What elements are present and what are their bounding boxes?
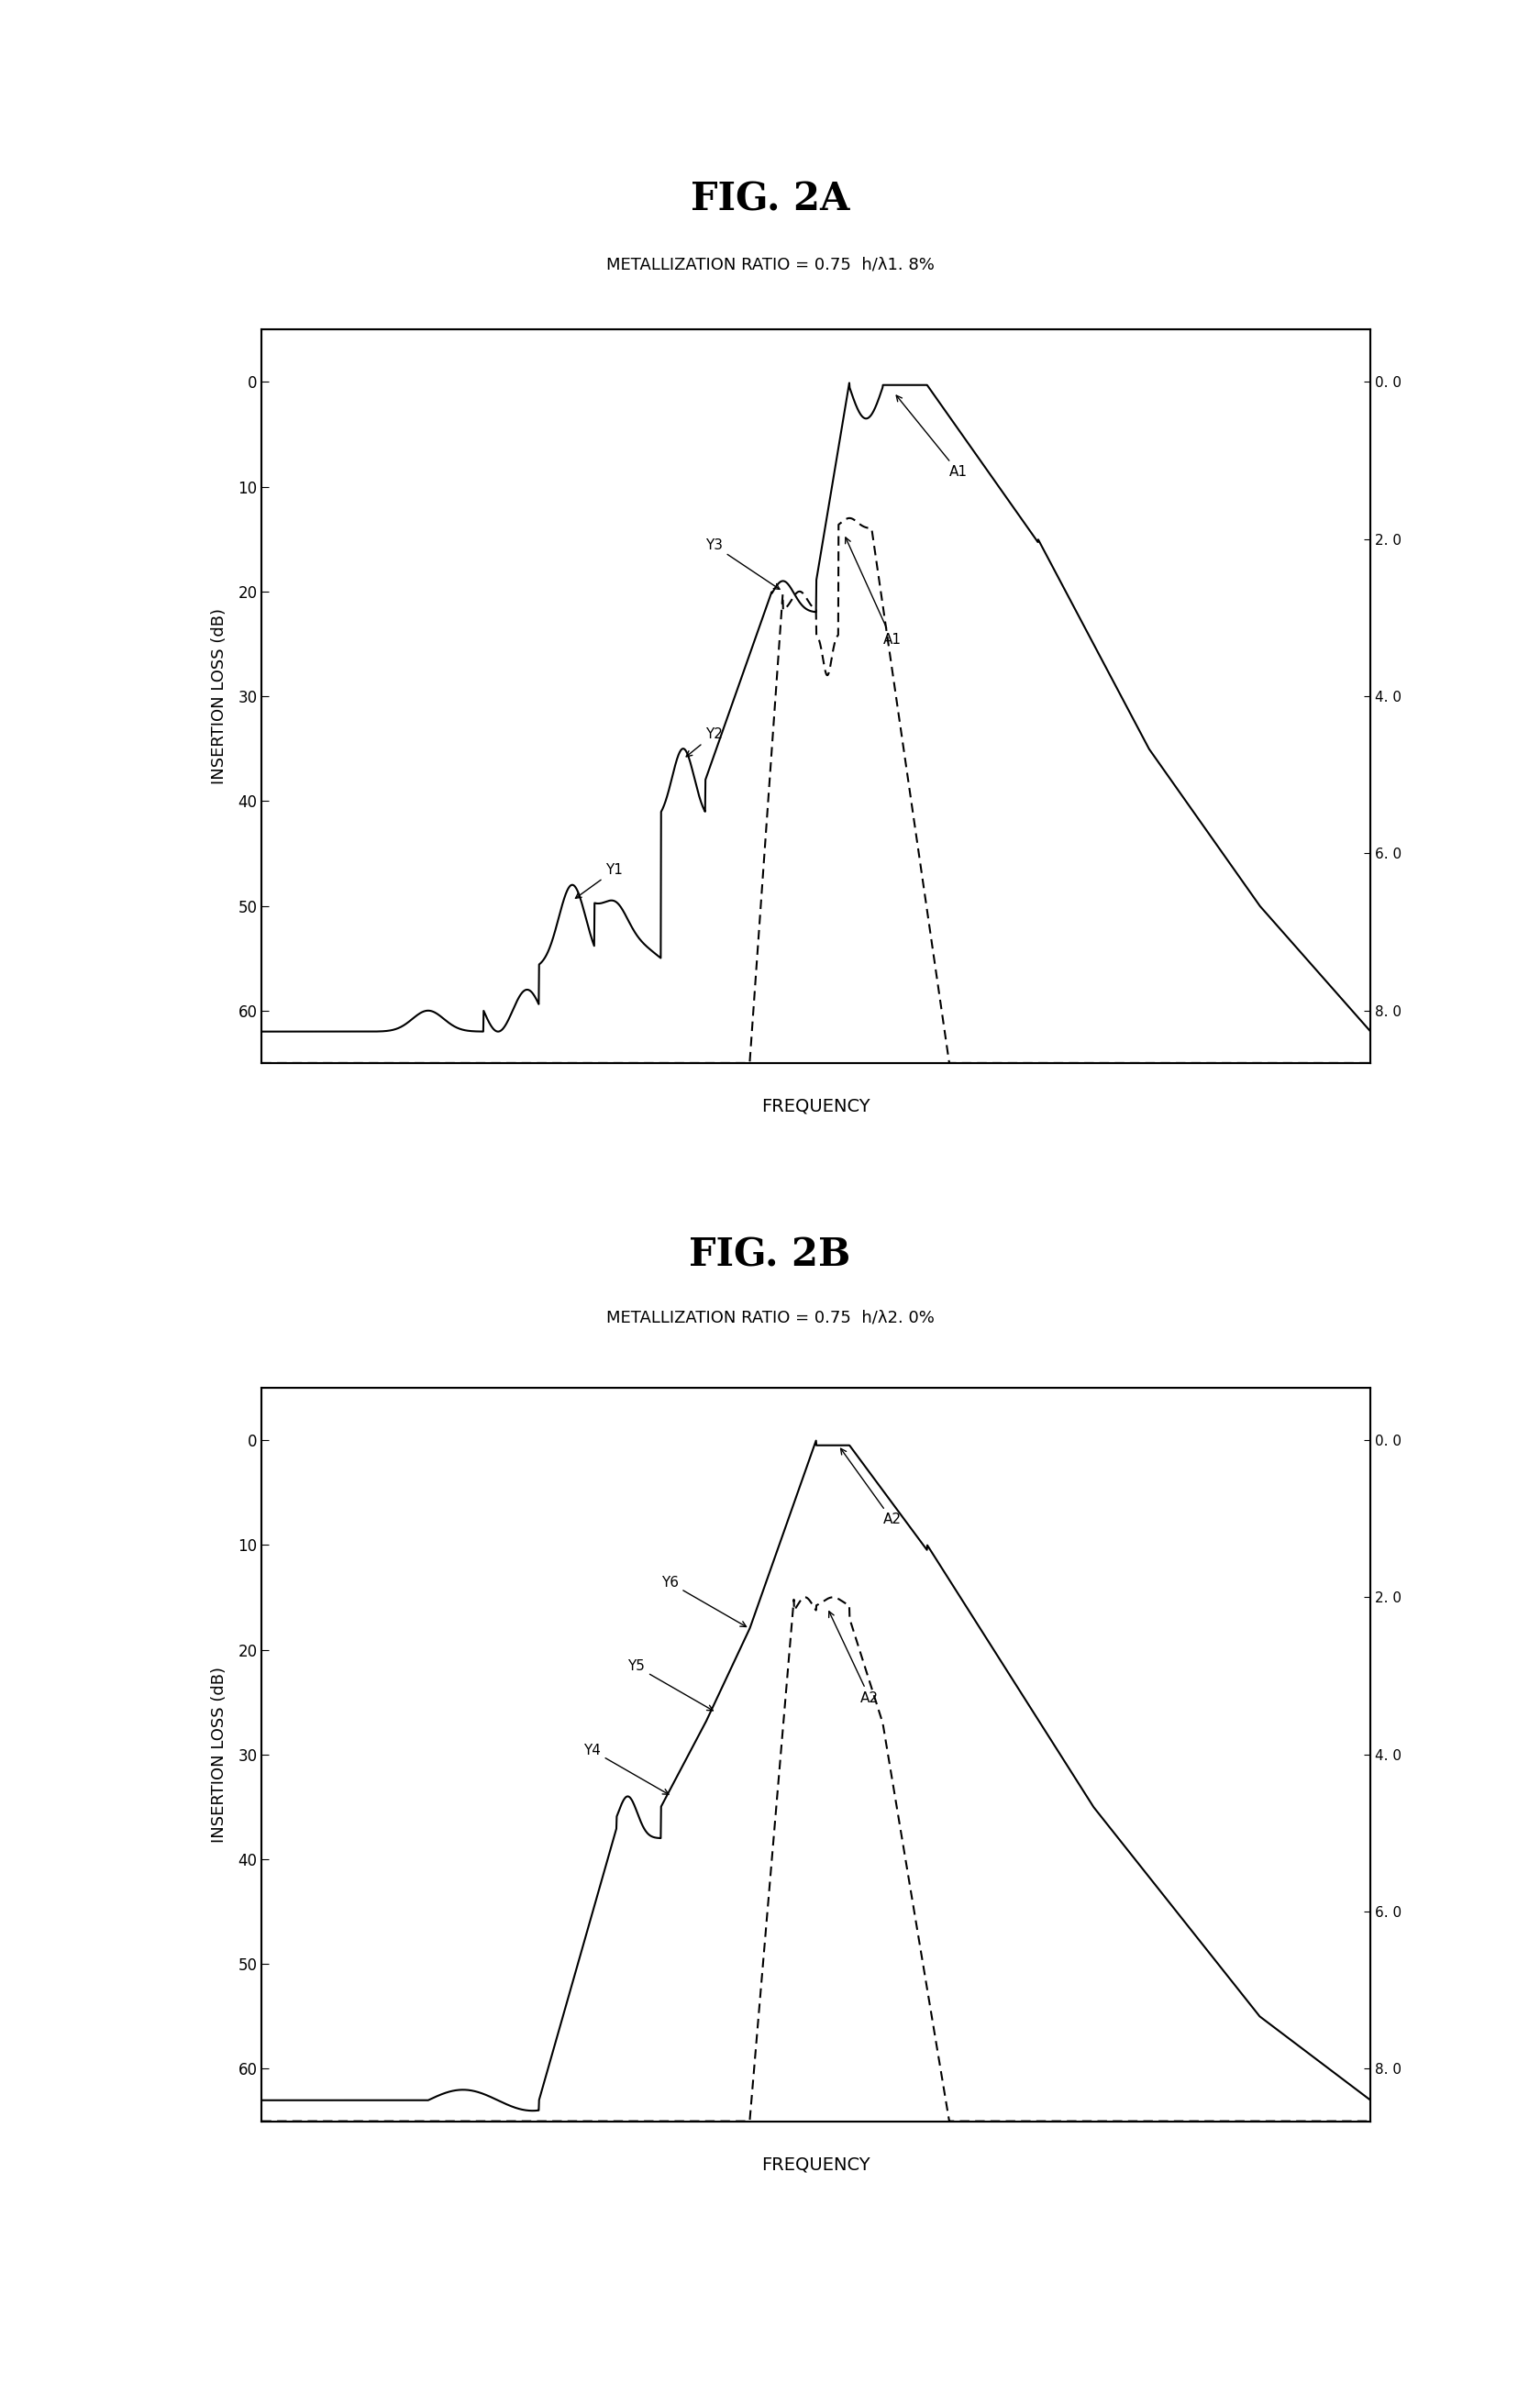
Text: Y3: Y3 (705, 539, 779, 589)
Y-axis label: INSERTION LOSS (dB): INSERTION LOSS (dB) (211, 1667, 228, 1842)
Y-axis label: INSERTION LOSS (dB): INSERTION LOSS (dB) (211, 608, 228, 784)
Text: FIG. 2A: FIG. 2A (690, 180, 850, 219)
Text: FREQUENCY: FREQUENCY (762, 1097, 870, 1116)
Text: Y2: Y2 (687, 726, 722, 758)
Text: METALLIZATION RATIO = 0.75  h/λ1. 8%: METALLIZATION RATIO = 0.75 h/λ1. 8% (605, 257, 935, 272)
Text: A1: A1 (845, 536, 901, 647)
Text: Y4: Y4 (584, 1744, 668, 1794)
Text: A2: A2 (829, 1611, 879, 1705)
Text: Y6: Y6 (661, 1575, 747, 1626)
Text: Y1: Y1 (576, 863, 622, 897)
Text: A1: A1 (896, 394, 967, 479)
Text: Y5: Y5 (628, 1659, 713, 1710)
Text: FIG. 2B: FIG. 2B (690, 1236, 850, 1275)
Text: FREQUENCY: FREQUENCY (762, 2155, 870, 2174)
Text: A2: A2 (841, 1448, 901, 1527)
Text: METALLIZATION RATIO = 0.75  h/λ2. 0%: METALLIZATION RATIO = 0.75 h/λ2. 0% (605, 1311, 935, 1325)
